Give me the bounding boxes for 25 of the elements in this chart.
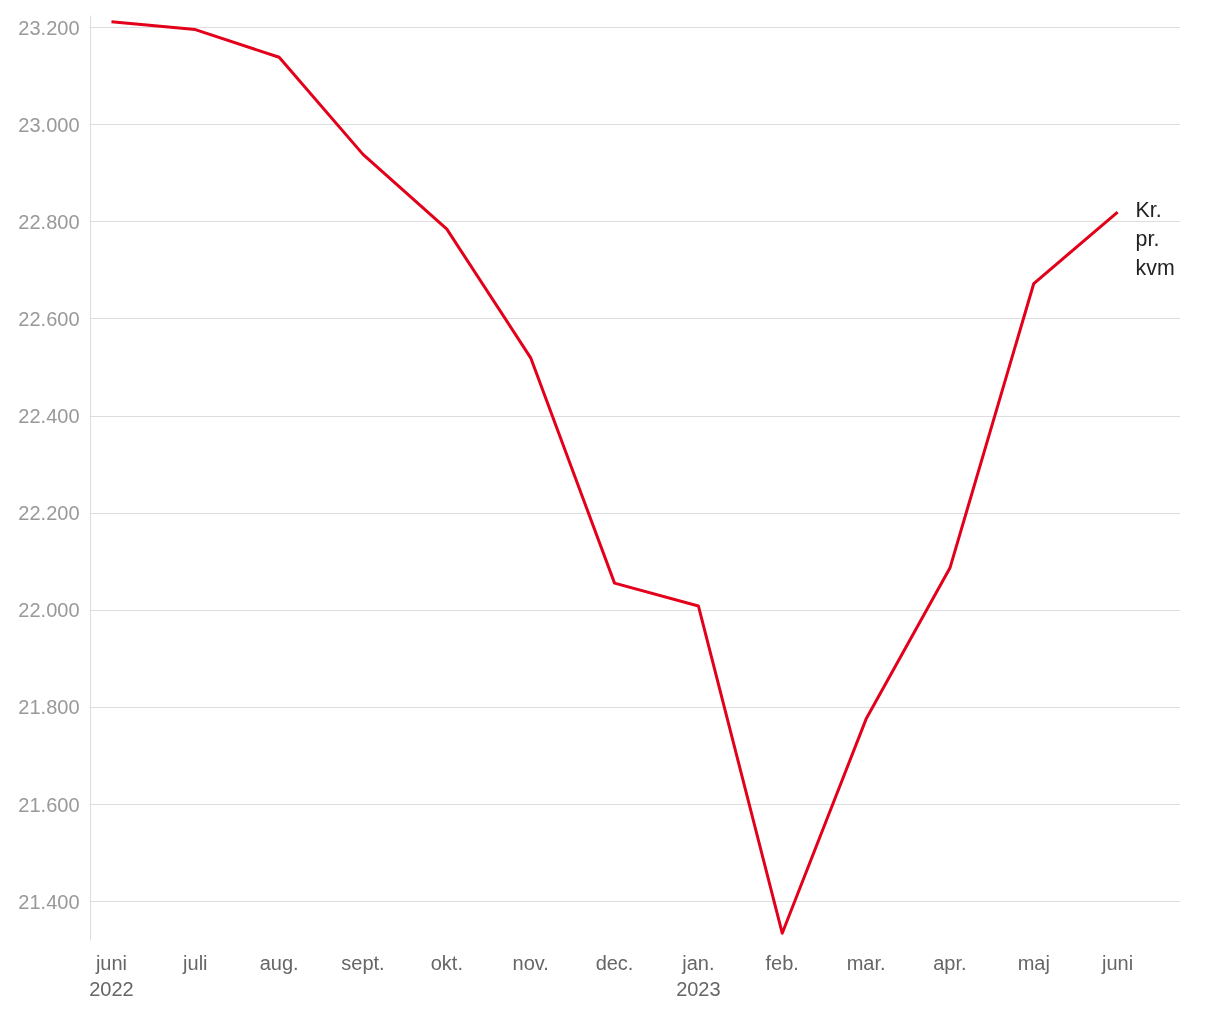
x-tick-label: sept. — [341, 951, 385, 974]
x-tick-label: apr. — [933, 951, 967, 974]
x-tick-label: juni 2022 — [89, 951, 134, 1000]
y-tick-label: 23.000 — [18, 113, 80, 136]
x-tick-label: maj — [1017, 951, 1050, 974]
line-series — [109, 20, 1120, 935]
series-label: Kr. pr. kvm — [1135, 198, 1175, 280]
y-tick-label: 22.200 — [18, 502, 80, 525]
y-tick-label: 21.800 — [18, 696, 80, 719]
y-tick-label: 21.400 — [18, 890, 80, 913]
x-tick-label: juni — [1101, 951, 1134, 974]
x-tick-label: mar. — [846, 951, 886, 974]
x-tick-label: nov. — [512, 951, 549, 974]
y-tick-label: 22.800 — [18, 210, 80, 233]
y-tick-label: 22.600 — [18, 307, 80, 330]
y-tick-label: 22.400 — [18, 405, 80, 428]
x-tick-label: jan. 2023 — [676, 951, 721, 1000]
x-tick-label: dec. — [595, 951, 634, 974]
x-tick-label: juli — [182, 951, 208, 974]
x-tick-label: aug. — [259, 951, 299, 974]
x-tick-label: feb. — [765, 951, 799, 974]
y-tick-label: 21.600 — [18, 793, 80, 816]
y-tick-label: 22.000 — [18, 599, 80, 622]
x-tick-label: okt. — [430, 951, 463, 974]
y-tick-label: 23.200 — [18, 16, 80, 39]
